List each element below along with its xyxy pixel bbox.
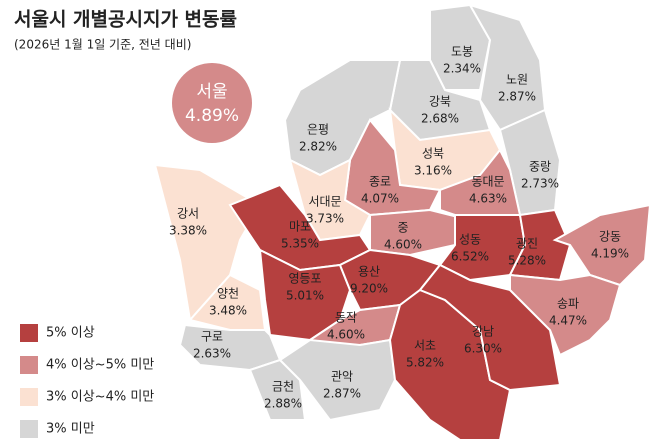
district-value: 4.19% (591, 247, 629, 261)
district (509, 273, 622, 357)
district-name: 강남 (472, 325, 494, 339)
district-value: 3.16% (414, 164, 452, 178)
district-value: 2.68% (421, 112, 459, 126)
district-value: 4.60% (327, 328, 365, 342)
district-name: 금천 (272, 379, 294, 394)
district-name: 강서 (177, 207, 199, 221)
district-name: 용산 (358, 265, 380, 279)
legend-label: 4% 이상~5% 미만 (46, 358, 154, 373)
district-name: 은평 (307, 123, 329, 137)
district-name: 광진 (516, 237, 538, 251)
district-name: 서초 (414, 339, 436, 353)
legend-swatch (20, 356, 38, 374)
legend-label: 3% 미만 (46, 422, 95, 437)
district-name: 영등포 (288, 272, 321, 286)
district-value: 3.73% (306, 212, 344, 226)
district-value: 4.47% (549, 314, 587, 328)
district-name: 서대문 (308, 195, 341, 209)
legend-label: 5% 이상 (46, 326, 95, 341)
district-value: 4.07% (361, 192, 399, 206)
seoul-name: 서울 (196, 82, 227, 102)
district-value: 5.35% (281, 237, 319, 251)
district-value: 2.63% (193, 347, 231, 361)
district-value: 2.34% (443, 62, 481, 76)
district-name: 마포 (289, 220, 311, 234)
district-value: 2.87% (323, 387, 361, 401)
district-value: 6.52% (451, 250, 489, 264)
district-name: 동대문 (471, 175, 504, 189)
district-name: 성북 (422, 147, 444, 161)
seoul-badge (172, 63, 252, 143)
district-name: 중랑 (529, 160, 551, 174)
district-value: 2.87% (498, 90, 536, 104)
district-name: 중 (397, 221, 408, 235)
district (552, 203, 652, 287)
district-value: 5.28% (508, 254, 546, 268)
district-name: 노원 (506, 73, 528, 87)
legend-swatch (20, 420, 38, 438)
labels: 도봉 2.34% 노원 2.87% 강북 2.68% 은평 2.82% 성북 3.16% 종로 4.0… (169, 45, 629, 411)
district-value: 2.82% (299, 140, 337, 154)
regions (153, 3, 652, 441)
district-name: 성동 (459, 233, 481, 247)
district-name: 동작 (335, 311, 357, 325)
district-name: 도봉 (451, 45, 473, 59)
district-name: 관악 (331, 370, 353, 384)
district-value: 6.30% (464, 342, 502, 356)
district-value: 2.73% (521, 177, 559, 191)
district-value: 5.82% (406, 356, 444, 370)
district-name: 송파 (557, 297, 579, 311)
seoul-value: 4.89% (185, 106, 239, 126)
district-name: 강북 (429, 95, 451, 109)
legend-swatch (20, 388, 38, 406)
legend-swatch (20, 324, 38, 342)
district-value: 5.01% (286, 289, 324, 303)
district-value: 3.48% (209, 304, 247, 318)
district (418, 263, 562, 392)
district-value: 3.38% (169, 224, 207, 238)
subtitle: (2026년 1월 1일 기준, 전년 대비) (14, 38, 191, 52)
district-value: 4.63% (469, 192, 507, 206)
district-value: 4.60% (384, 238, 422, 252)
district-value: 2.88% (264, 397, 302, 411)
title: 서울시 개별공시지가 변동률 (14, 9, 237, 31)
district-name: 양천 (217, 286, 239, 301)
legend-label: 3% 이상~4% 미만 (46, 390, 154, 405)
district-name: 강동 (599, 230, 621, 244)
district-name: 종로 (369, 175, 391, 189)
district-name: 구로 (201, 330, 223, 344)
district-value: 9.20% (350, 282, 388, 296)
